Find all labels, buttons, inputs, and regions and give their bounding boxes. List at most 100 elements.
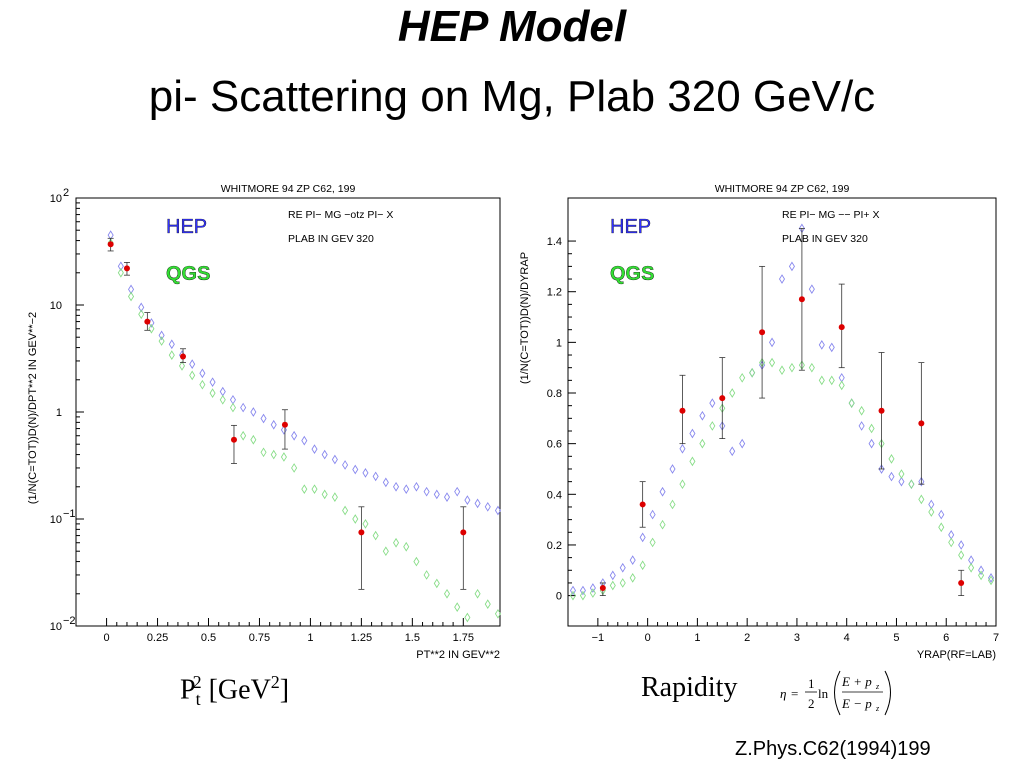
qgs-point [199, 379, 206, 390]
y-tick-label: 10 [50, 300, 62, 312]
qgs-point [828, 375, 835, 386]
hep-point [209, 377, 216, 388]
qgs-point [403, 541, 410, 552]
hep-point [189, 359, 196, 370]
hep-point [679, 443, 686, 454]
formula-top-sub: z [875, 682, 880, 691]
plab-label: PLAB IN GEV 320 [782, 233, 868, 245]
y-axis-label: (1/N(C=TOT))D(N)/DYRAP [519, 252, 531, 384]
qgs-point [948, 537, 955, 548]
y-tick-exponent: 2 [63, 187, 69, 199]
x-tick-label: 0.5 [201, 632, 216, 644]
y-tick-label: 0.8 [547, 388, 562, 400]
data-point [679, 407, 686, 414]
qgs-point [838, 380, 845, 391]
legend-qgs: QGS [166, 263, 210, 285]
plab-label: PLAB IN GEV 320 [288, 233, 374, 245]
data-point [878, 407, 885, 414]
hep-point [938, 509, 945, 520]
x-tick-label: 6 [943, 632, 949, 644]
hep-point [484, 501, 491, 512]
qgs-point [589, 588, 596, 598]
qgs-point [908, 479, 915, 490]
data-point [123, 265, 130, 272]
plot-frame [567, 197, 997, 627]
hep-point [669, 464, 676, 474]
formula-eq: = [791, 686, 798, 701]
hep-point [454, 486, 461, 497]
data-point [281, 421, 288, 428]
hep-point [393, 481, 400, 492]
hep-point [117, 261, 124, 272]
qgs-point [848, 398, 855, 408]
qgs-point [818, 375, 825, 386]
hep-point [311, 444, 318, 454]
data-point [599, 585, 606, 592]
hep-point [199, 368, 206, 379]
qgs-point [352, 514, 359, 524]
chart-header: WHITMORE 94 ZP C62, 199 [221, 183, 356, 195]
hep-point [403, 484, 410, 495]
qgs-point [464, 612, 471, 623]
pt-unit-close: ] [279, 674, 290, 706]
qgs-point [968, 562, 975, 573]
hep-point [609, 570, 616, 581]
formula-num: 1 [808, 676, 815, 691]
data-point [798, 296, 805, 303]
y-tick-label: 0.4 [547, 489, 562, 501]
hep-point [818, 340, 825, 350]
x-tick-label: 1.25 [351, 632, 372, 644]
qgs-point [569, 590, 577, 601]
qgs-point [579, 590, 586, 601]
qgs-point [342, 505, 349, 516]
hep-point [494, 505, 501, 516]
qgs-point [240, 430, 247, 441]
slide-subtitle: pi- Scattering on Mg, Plab 320 GeV/c [148, 72, 876, 121]
hep-point [413, 481, 420, 492]
qgs-point [250, 434, 257, 445]
qgs-point [749, 367, 756, 378]
qgs-point [260, 447, 267, 458]
formula-ln: ln [818, 686, 829, 701]
x-tick-label: 1.5 [405, 632, 420, 644]
data-point [107, 241, 114, 248]
hep-point [858, 421, 865, 431]
qgs-point [788, 362, 795, 373]
hep-point [978, 565, 985, 576]
hep-point [138, 302, 145, 313]
qgs-point [729, 388, 736, 398]
y-tick-label: 10 [50, 193, 62, 205]
qgs-point [301, 484, 308, 495]
y-tick-label: 10 [50, 514, 62, 526]
hep-point [659, 486, 666, 497]
formula-left-paren [834, 670, 841, 716]
qgs-point [659, 519, 666, 530]
qgs-point [280, 452, 287, 462]
qgs-point [689, 456, 696, 467]
pt-base: P [180, 674, 196, 706]
hep-point [629, 555, 636, 566]
hep-point [579, 585, 586, 596]
hep-point [918, 476, 925, 487]
y-tick-exponent: −2 [63, 615, 76, 627]
pt-unit-open: [GeV [201, 674, 271, 706]
hep-point [649, 509, 656, 520]
x-tick-label: 4 [844, 632, 850, 644]
qgs-point [189, 370, 196, 381]
x-tick-label: 5 [893, 632, 899, 644]
hep-point [987, 573, 995, 583]
y-tick-label: 1.2 [547, 287, 562, 299]
qgs-point [739, 372, 746, 383]
hep-point [362, 467, 369, 478]
qgs-point [978, 570, 985, 581]
qgs-point [858, 405, 865, 416]
hep-point [443, 492, 451, 503]
qgs-point [321, 489, 328, 500]
data-marks [569, 223, 995, 601]
hep-point [878, 464, 885, 474]
data-point [918, 420, 925, 427]
hep-point [168, 339, 175, 350]
qgs-point [868, 423, 875, 434]
hep-point [250, 407, 257, 417]
formula-bottom: E − p [841, 696, 872, 711]
